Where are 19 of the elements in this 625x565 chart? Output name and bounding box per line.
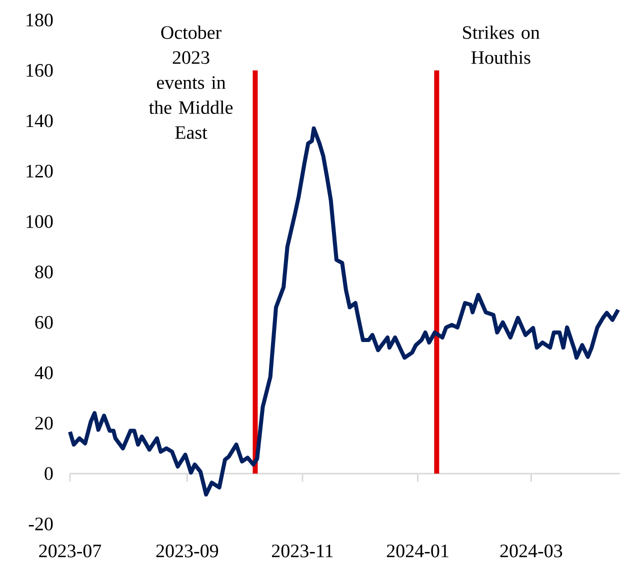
y-tick-label: 120	[26, 164, 53, 178]
x-tick-label: 2024-03	[500, 544, 562, 558]
y-tick-label: 40	[34, 366, 53, 380]
line-series	[68, 126, 620, 497]
annotation: Strikes on Houthis	[463, 26, 540, 64]
x-tick-label: 2023-11	[272, 544, 333, 558]
x-tick-label: 2023-09	[156, 544, 218, 558]
y-tick-label: 140	[26, 114, 53, 128]
x-tick-label: 2024-01	[386, 544, 448, 558]
y-tick-label: 180	[26, 14, 53, 26]
y-tick-label: 60	[35, 316, 53, 329]
x-tick-label: 2023-07	[39, 544, 102, 558]
y-tick-label: -20	[28, 518, 53, 530]
y-tick-label: 20	[35, 416, 53, 430]
y-tick-label: 160	[26, 64, 53, 77]
y-tick-label: 100	[26, 215, 53, 228]
y-tick-label: 80	[35, 266, 53, 278]
y-tick-label: 0	[44, 467, 53, 480]
annotation: October 2023 events in the Middle East	[149, 26, 233, 139]
